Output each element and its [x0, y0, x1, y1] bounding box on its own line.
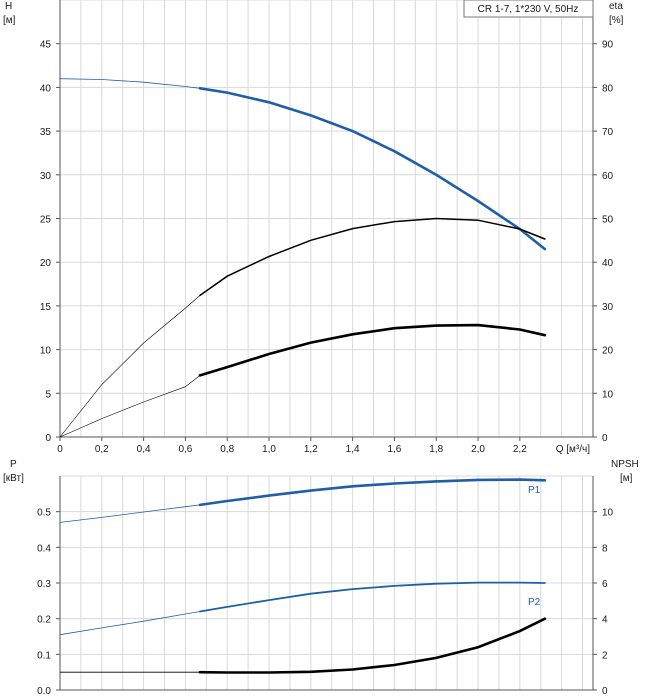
bottom-panel-right-tick-label: 2 [602, 650, 608, 661]
x-tick-label: 1,4 [346, 444, 360, 455]
top-panel-right-tick-label: 70 [602, 127, 614, 138]
bottom-panel-right-tick-label: 10 [602, 508, 614, 519]
top-panel-right-tick-label: 10 [602, 389, 614, 400]
top-panel-right-tick-label: 50 [602, 215, 614, 226]
bottom-panel-left-tick-label: 0.2 [37, 615, 51, 626]
top-panel-left-tick-label: 25 [40, 215, 52, 226]
eta-axis-unit: [%] [609, 15, 624, 26]
x-tick-label: 0,6 [178, 444, 192, 455]
head-axis-unit: [м] [3, 15, 16, 26]
head-curve-operating [198, 87, 547, 251]
top-panel-left-tick-label: 40 [40, 83, 52, 94]
top-panel-right-tick-label: 40 [602, 258, 614, 269]
p2-series-label: P2 [528, 597, 541, 608]
head-axis-label: H [5, 1, 12, 12]
eta-axis-label: eta [609, 1, 623, 12]
bottom-panel-right-tick-label: 6 [602, 579, 608, 590]
bottom-panel-left-tick-label: 0.3 [37, 579, 51, 590]
bottom-panel-left-tick-label: 0.0 [37, 686, 51, 697]
legend-text: CR 1-7, 1*230 V, 50Hz [478, 4, 579, 15]
top-panel-left-tick-label: 45 [40, 40, 52, 51]
top-panel-right-tick-label: 20 [602, 346, 614, 357]
top-panel-right-tick-label: 60 [602, 171, 614, 182]
top-panel-left-tick-label: 30 [40, 171, 52, 182]
x-tick-label: 2,0 [471, 444, 485, 455]
p1-series-label: P1 [528, 485, 541, 496]
power-axis-label: P [10, 459, 17, 470]
top-panel-left-tick-label: 20 [40, 258, 52, 269]
efficiency-lower-curve-operating [198, 323, 547, 377]
top-panel-right-tick-label: 30 [602, 302, 614, 313]
bottom-panel-left-tick-label: 0.4 [37, 543, 51, 554]
top-panel-right-tick-label: 0 [602, 433, 608, 444]
x-tick-label: 0,4 [137, 444, 151, 455]
top-panel-left-tick-label: 0 [45, 433, 51, 444]
top-panel-right-tick-label: 80 [602, 83, 614, 94]
legend-box [463, 0, 594, 18]
bottom-panel-left-tick-label: 0.5 [37, 508, 51, 519]
x-tick-label: 1,2 [304, 444, 318, 455]
npsh-axis-label: NPSH [611, 459, 639, 470]
bottom-panel-right-tick-label: 0 [602, 686, 608, 697]
bottom-panel-left-tick-label: 0.1 [37, 650, 51, 661]
head-curve-extended [59, 78, 201, 89]
x-tick-label: 0 [57, 444, 63, 455]
efficiency-upper-curve-operating [199, 217, 546, 297]
efficiency-upper-curve-extended [59, 295, 201, 438]
power-p1-curve-extended [59, 504, 201, 523]
power-p2-curve-operating [199, 581, 546, 613]
x-tick-label: 0,2 [95, 444, 109, 455]
x-tick-label: 1,8 [429, 444, 443, 455]
npsh-curve-operating [198, 617, 547, 674]
power-p1-curve-operating [198, 478, 547, 507]
x-tick-label: 1,6 [387, 444, 401, 455]
bottom-panel-right-tick-label: 4 [602, 615, 608, 626]
top-panel-right-tick-label: 90 [602, 40, 614, 51]
x-tick-label: 1,0 [262, 444, 276, 455]
x-tick-label: 0,8 [220, 444, 234, 455]
top-panel-left-tick-label: 5 [45, 389, 51, 400]
power-axis-unit: [кВт] [3, 473, 24, 484]
bottom-panel-right-tick-label: 8 [602, 543, 608, 554]
x-axis-label: Q [м³/ч] [556, 444, 591, 455]
top-panel-left-tick-label: 10 [40, 346, 52, 357]
top-panel-left-tick-label: 15 [40, 302, 52, 313]
efficiency-lower-curve-extended [59, 375, 201, 438]
npsh-axis-unit: [м] [620, 473, 633, 484]
top-panel-left-tick-label: 35 [40, 127, 52, 138]
power-p2-curve-extended [59, 611, 201, 636]
x-tick-label: 2,2 [513, 444, 527, 455]
